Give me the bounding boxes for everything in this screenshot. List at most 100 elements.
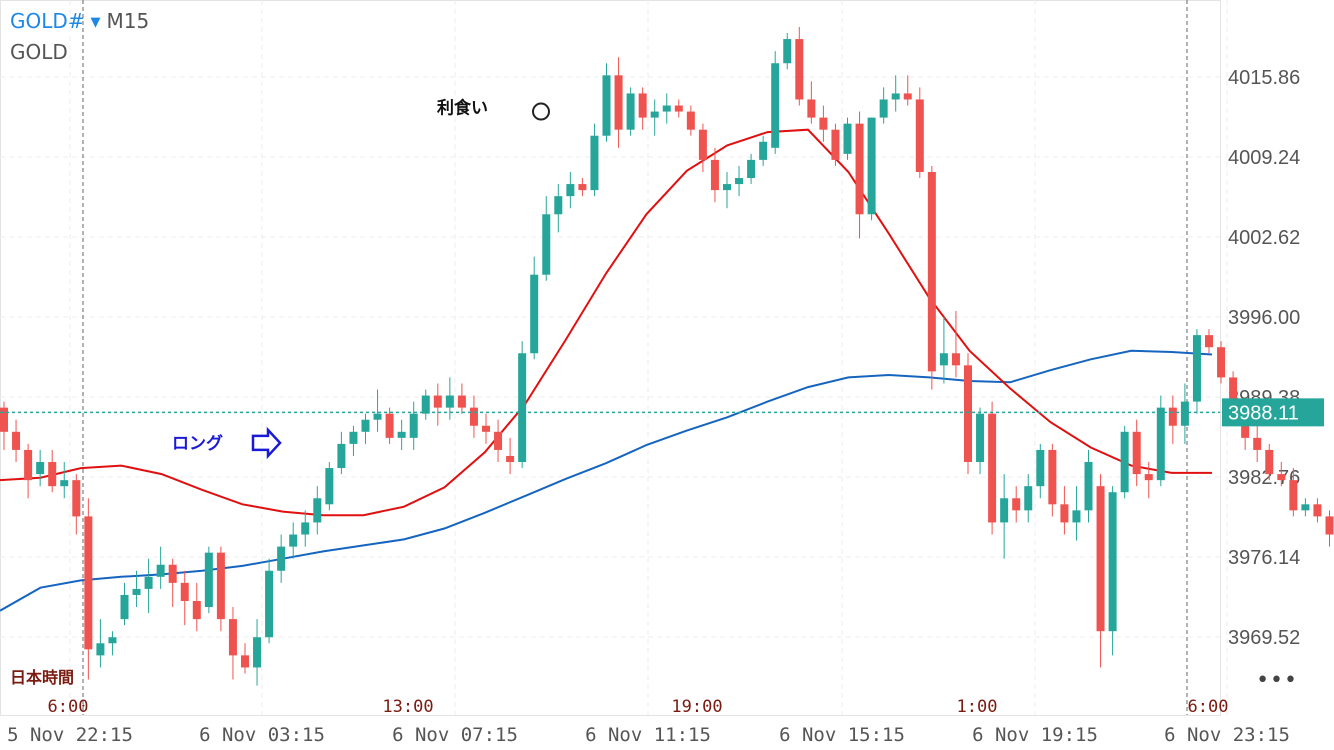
candle-body[interactable]	[84, 516, 93, 650]
candle-body[interactable]	[1265, 449, 1274, 475]
more-options-icon[interactable]: •••	[1256, 668, 1298, 693]
candle-body[interactable]	[1012, 498, 1021, 511]
candle-body[interactable]	[482, 425, 490, 432]
candle-body[interactable]	[1156, 407, 1165, 481]
candle-body[interactable]	[1253, 437, 1262, 450]
candle-body[interactable]	[469, 407, 478, 426]
candle-body[interactable]	[1229, 377, 1238, 408]
candle-body[interactable]	[241, 655, 249, 668]
candle-body[interactable]	[638, 93, 647, 118]
candle-body[interactable]	[349, 431, 358, 444]
candle-body[interactable]	[554, 196, 563, 215]
candle-body[interactable]	[1048, 449, 1057, 505]
candle-body[interactable]	[1096, 486, 1105, 632]
candle-body[interactable]	[96, 643, 105, 656]
candle-body[interactable]	[831, 129, 840, 160]
candle-body[interactable]	[1325, 516, 1334, 535]
candle-body[interactable]	[710, 159, 719, 191]
candle-body[interactable]	[674, 105, 683, 112]
candle-body[interactable]	[855, 123, 864, 215]
candle-body[interactable]	[1108, 492, 1117, 632]
candle-body[interactable]	[36, 462, 45, 475]
candle-body[interactable]	[614, 75, 623, 130]
candle-body[interactable]	[759, 141, 768, 160]
candle-body[interactable]	[698, 129, 707, 160]
candle-body[interactable]	[650, 111, 659, 118]
candle-body[interactable]	[180, 582, 189, 601]
candle-body[interactable]	[313, 498, 322, 523]
candle-body[interactable]	[566, 184, 575, 197]
candle-body[interactable]	[421, 395, 430, 414]
candle-body[interactable]	[542, 214, 551, 275]
candle-body[interactable]	[1168, 407, 1177, 426]
candle-body[interactable]	[506, 455, 515, 463]
candle-body[interactable]	[518, 353, 527, 463]
candle-body[interactable]	[132, 588, 141, 595]
candle-body[interactable]	[807, 99, 816, 118]
candle-body[interactable]	[1180, 401, 1189, 426]
candle-body[interactable]	[795, 39, 804, 100]
candle-body[interactable]	[530, 274, 539, 354]
candle-body[interactable]	[1205, 335, 1213, 348]
candle-body[interactable]	[48, 462, 57, 487]
candle-body[interactable]	[0, 407, 8, 432]
candle-body[interactable]	[216, 552, 225, 620]
symbol-selector[interactable]: GOLD# ▼ M15	[10, 9, 149, 33]
candle-body[interactable]	[108, 637, 117, 644]
candle-body[interactable]	[445, 395, 454, 408]
candle-body[interactable]	[915, 99, 924, 172]
candle-body[interactable]	[1144, 474, 1153, 481]
candle-body[interactable]	[578, 184, 587, 191]
candle-body[interactable]	[662, 105, 671, 112]
candle-body[interactable]	[265, 570, 274, 638]
candle-body[interactable]	[783, 39, 792, 64]
candle-body[interactable]	[1072, 510, 1081, 523]
candle-body[interactable]	[867, 117, 876, 215]
candle-body[interactable]	[1301, 504, 1310, 511]
candle-body[interactable]	[433, 395, 442, 408]
candle-body[interactable]	[602, 75, 611, 136]
candle-body[interactable]	[373, 413, 382, 420]
candle-body[interactable]	[409, 413, 418, 438]
candle-body[interactable]	[120, 594, 129, 620]
candle-body[interactable]	[1289, 480, 1298, 511]
candle-body[interactable]	[964, 365, 972, 463]
candle-body[interactable]	[204, 552, 213, 608]
candle-body[interactable]	[843, 123, 852, 154]
candle-body[interactable]	[156, 564, 165, 577]
candle-body[interactable]	[1120, 431, 1129, 493]
candle-body[interactable]	[494, 431, 503, 450]
candle-body[interactable]	[939, 353, 948, 366]
candle-body[interactable]	[686, 111, 695, 130]
candle-body[interactable]	[12, 431, 21, 450]
candle-body[interactable]	[819, 117, 828, 130]
candle-body[interactable]	[337, 443, 346, 469]
candle-body[interactable]	[1313, 504, 1322, 517]
candle-body[interactable]	[228, 619, 237, 656]
candle-body[interactable]	[60, 480, 69, 487]
candle-body[interactable]	[289, 534, 298, 547]
candle-body[interactable]	[168, 564, 177, 583]
candle-body[interactable]	[144, 576, 153, 589]
candle-body[interactable]	[951, 353, 960, 366]
candle-body[interactable]	[301, 522, 310, 535]
candle-body[interactable]	[1084, 462, 1093, 511]
candle-body[interactable]	[253, 637, 262, 668]
candle-body[interactable]	[626, 93, 635, 130]
candle-body[interactable]	[976, 413, 985, 463]
candle-body[interactable]	[879, 99, 888, 118]
candle-body[interactable]	[723, 184, 731, 191]
candle-body[interactable]	[988, 413, 997, 523]
candle-body[interactable]	[192, 600, 201, 620]
candle-body[interactable]	[1192, 335, 1201, 402]
candle-body[interactable]	[735, 178, 744, 185]
candle-body[interactable]	[1217, 347, 1226, 378]
candle-body[interactable]	[1060, 504, 1069, 523]
candle-body[interactable]	[72, 480, 81, 517]
candle-body[interactable]	[325, 468, 334, 505]
candle-body[interactable]	[903, 93, 912, 100]
chevron-down-icon[interactable]: ▼	[90, 15, 101, 30]
candle-body[interactable]	[457, 395, 466, 408]
candle-body[interactable]	[927, 171, 936, 372]
